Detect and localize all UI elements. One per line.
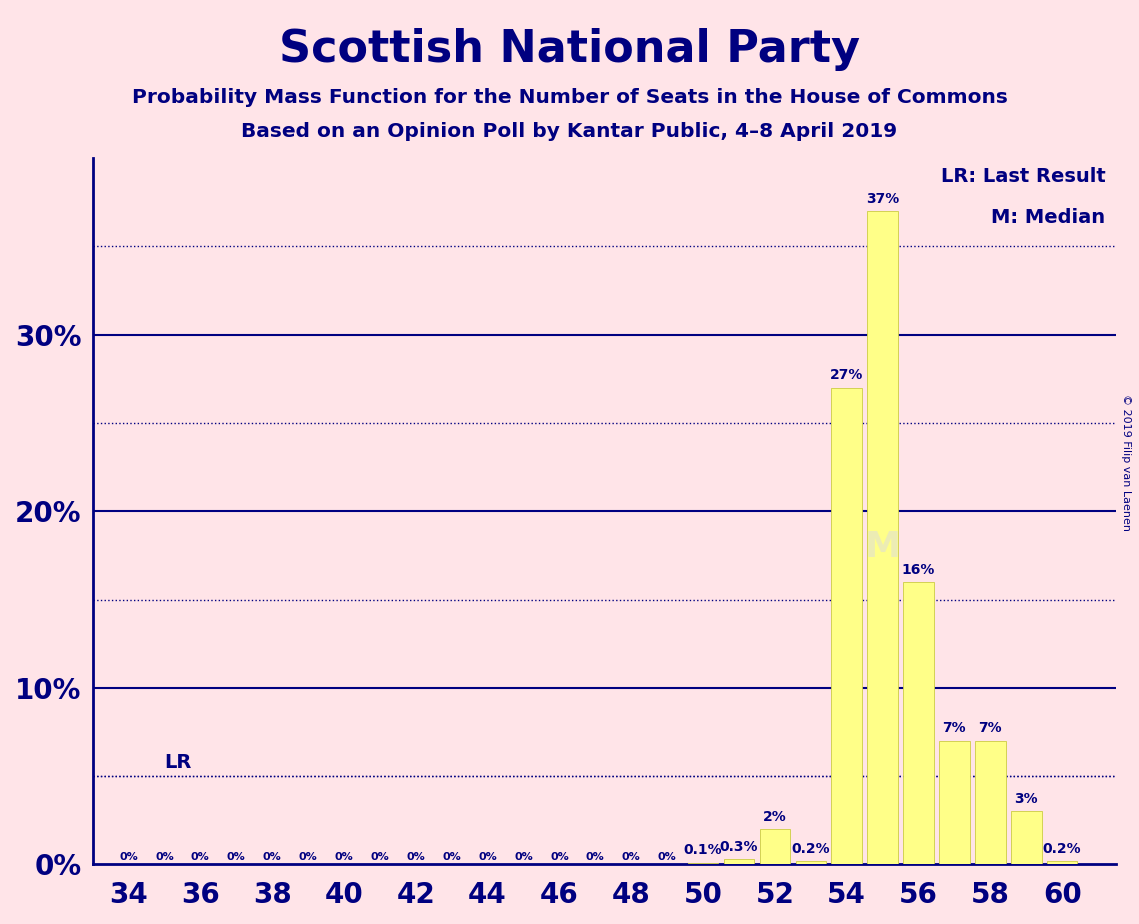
Text: 0%: 0% [514, 852, 533, 862]
Text: 0%: 0% [585, 852, 605, 862]
Text: 7%: 7% [943, 722, 966, 736]
Text: 0%: 0% [550, 852, 568, 862]
Bar [940, 741, 969, 864]
Bar [1011, 811, 1041, 864]
Text: 2%: 2% [763, 809, 787, 823]
Text: 0%: 0% [370, 852, 390, 862]
Bar [831, 388, 862, 864]
Text: 0%: 0% [335, 852, 353, 862]
Text: 0%: 0% [407, 852, 425, 862]
Text: 0%: 0% [658, 852, 677, 862]
Bar [903, 582, 934, 864]
Text: 0%: 0% [298, 852, 318, 862]
Text: LR: LR [164, 753, 191, 772]
Text: © 2019 Filip van Laenen: © 2019 Filip van Laenen [1121, 394, 1131, 530]
Text: 0%: 0% [155, 852, 174, 862]
Text: 16%: 16% [902, 563, 935, 577]
Text: 3%: 3% [1015, 792, 1038, 806]
Bar [688, 863, 719, 864]
Text: 0%: 0% [120, 852, 138, 862]
Text: 7%: 7% [978, 722, 1002, 736]
Bar [975, 741, 1006, 864]
Text: Based on an Opinion Poll by Kantar Public, 4–8 April 2019: Based on an Opinion Poll by Kantar Publi… [241, 122, 898, 141]
Text: 27%: 27% [830, 369, 863, 383]
Text: M: Median: M: Median [991, 208, 1105, 226]
Text: 0%: 0% [191, 852, 210, 862]
Text: 0%: 0% [442, 852, 461, 862]
Bar [1047, 861, 1077, 864]
Bar [760, 829, 790, 864]
Text: LR: Last Result: LR: Last Result [941, 167, 1105, 186]
Bar [723, 859, 754, 864]
Text: 0%: 0% [263, 852, 281, 862]
Text: Probability Mass Function for the Number of Seats in the House of Commons: Probability Mass Function for the Number… [132, 88, 1007, 107]
Text: 0%: 0% [622, 852, 640, 862]
Text: 0.2%: 0.2% [792, 842, 830, 856]
Bar [795, 861, 826, 864]
Text: 0%: 0% [478, 852, 497, 862]
Text: 37%: 37% [866, 192, 900, 206]
Text: 0.3%: 0.3% [720, 840, 759, 854]
Text: M: M [865, 529, 901, 564]
Bar [868, 212, 898, 864]
Text: 0%: 0% [227, 852, 246, 862]
Text: 0.1%: 0.1% [683, 844, 722, 857]
Text: 0.2%: 0.2% [1043, 842, 1081, 856]
Text: Scottish National Party: Scottish National Party [279, 28, 860, 71]
